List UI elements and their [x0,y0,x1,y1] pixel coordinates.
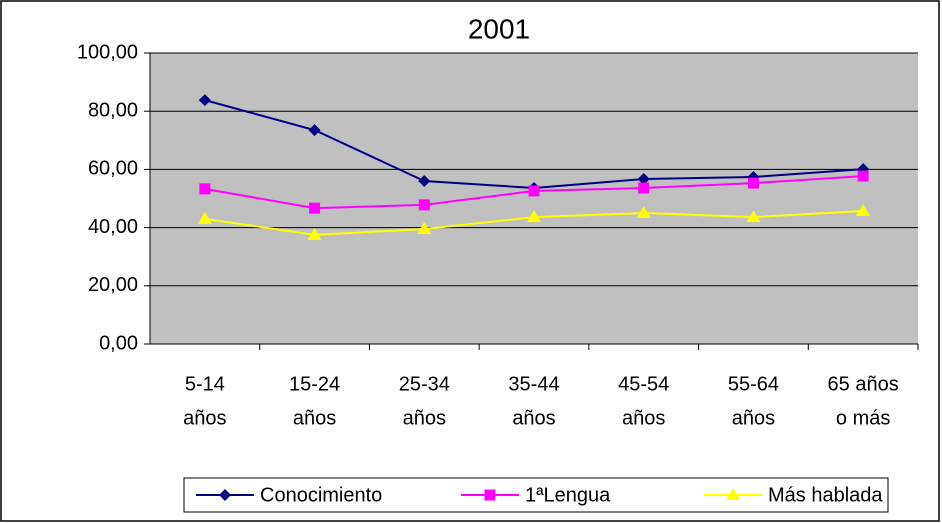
x-tick-label: o más [836,407,890,429]
x-tick-label: 65 años [828,373,899,395]
x-tick-label: 25-34 [399,373,450,395]
marker [309,202,321,214]
marker [418,199,430,211]
marker [197,211,212,224]
marker [856,204,871,217]
legend-label: Más hablada [768,484,883,506]
x-tick-label: años [183,407,226,429]
y-tick-label: 60,00 [88,158,138,180]
marker [198,94,211,107]
x-tick-label: años [293,407,336,429]
marker [219,489,231,501]
marker [747,177,759,189]
y-tick-label: 100,00 [77,41,138,63]
x-tick-label: años [403,407,446,429]
x-tick-label: 15-24 [289,373,340,395]
marker [637,173,650,186]
x-tick-label: 35-44 [508,373,559,395]
marker [638,182,650,194]
marker [418,175,431,188]
legend-label: Conocimiento [260,484,382,506]
x-tick-label: 55-64 [728,373,779,395]
marker [528,185,540,197]
x-tick-label: años [732,407,775,429]
marker [746,210,761,223]
legend-box [183,477,889,513]
legend-label: 1ªLengua [525,484,611,506]
marker [726,488,740,500]
x-tick-label: 5-14 [185,373,225,395]
marker [636,206,651,219]
marker [484,489,496,501]
marker [308,124,321,137]
x-tick-label: años [512,407,555,429]
y-tick-label: 0,00 [99,332,138,354]
marker [199,183,211,195]
chart-title: 2001 [468,13,530,44]
marker [857,170,869,182]
plot-area [150,53,918,344]
x-tick-label: 45-54 [618,373,669,395]
marker [307,227,322,240]
marker [527,210,541,223]
marker [417,222,432,235]
x-tick-label: años [622,407,665,429]
y-tick-label: 80,00 [88,99,138,121]
y-tick-label: 40,00 [88,216,138,238]
y-tick-label: 20,00 [88,274,138,296]
